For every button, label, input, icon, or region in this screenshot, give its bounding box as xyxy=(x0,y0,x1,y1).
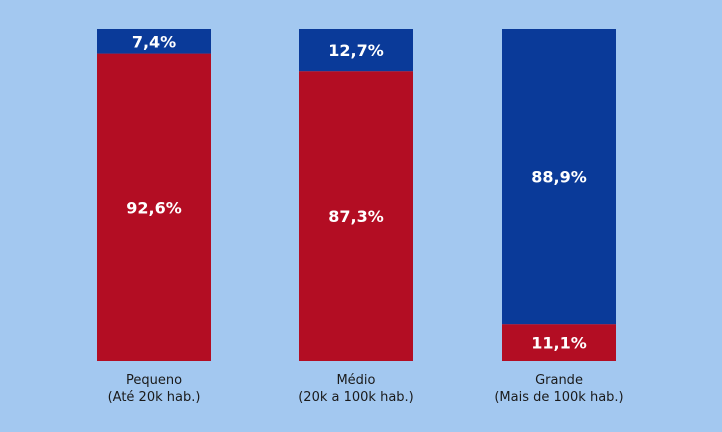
bar-segment-red-2 xyxy=(502,324,616,361)
data-label-blue-1: 12,7% xyxy=(328,41,384,60)
bar-segment-red-1 xyxy=(299,71,413,361)
data-label-red-2: 11,1% xyxy=(531,334,587,353)
category-label-0-line-1: (Até 20k hab.) xyxy=(108,390,201,405)
category-label-0-line-0: Pequeno xyxy=(126,373,182,388)
category-label-1-line-0: Médio xyxy=(336,373,375,388)
category-label-2-line-1: (Mais de 100k hab.) xyxy=(494,390,623,405)
bar-segment-blue-2 xyxy=(502,29,616,325)
data-label-red-1: 87,3% xyxy=(328,207,384,226)
bar-segment-blue-1 xyxy=(299,29,413,72)
bar-segment-red-0 xyxy=(97,53,211,362)
category-label-2-line-0: Grande xyxy=(535,373,583,388)
bar-segment-blue-0 xyxy=(97,29,211,54)
data-label-blue-2: 88,9% xyxy=(531,168,587,187)
data-label-blue-0: 7,4% xyxy=(132,32,176,51)
category-label-1-line-1: (20k a 100k hab.) xyxy=(298,390,414,405)
data-label-red-0: 92,6% xyxy=(126,198,182,217)
